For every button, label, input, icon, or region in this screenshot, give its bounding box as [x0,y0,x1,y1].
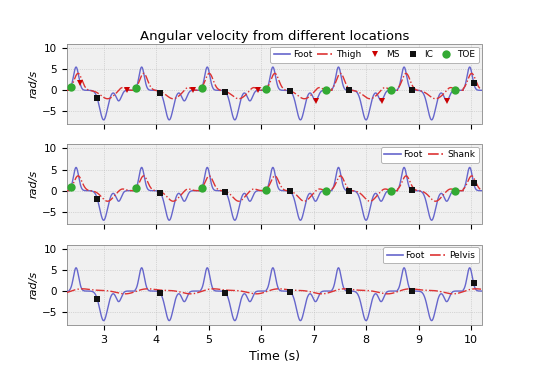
Y-axis label: rad/s: rad/s [29,270,39,299]
Legend: Foot, Pelvis: Foot, Pelvis [383,247,479,264]
Y-axis label: rad/s: rad/s [29,170,39,199]
Legend: Foot, Shank: Foot, Shank [381,147,479,163]
Legend: Foot, Thigh, MS, IC, TOE: Foot, Thigh, MS, IC, TOE [270,46,479,63]
Title: Angular velocity from different locations: Angular velocity from different location… [140,30,409,43]
X-axis label: Time (s): Time (s) [249,350,300,363]
Y-axis label: rad/s: rad/s [29,70,39,98]
